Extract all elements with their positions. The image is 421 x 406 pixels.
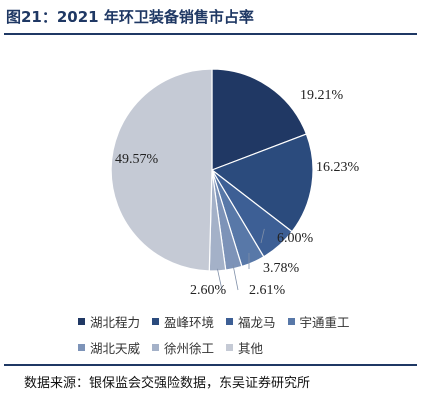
legend-item-4: 宇通重工 xyxy=(287,312,350,331)
legend-label: 盈峰环境 xyxy=(164,314,215,330)
legend-swatch xyxy=(78,343,85,351)
data-label-3: 6.00% xyxy=(277,231,314,246)
source-note: 数据来源：银保监会交强险数据，东吴证券研究所 xyxy=(24,376,311,391)
legend-swatch xyxy=(226,343,234,351)
top-rule xyxy=(4,33,417,35)
data-label-5: 2.61% xyxy=(249,283,286,298)
legend-item-2: 盈峰环境 xyxy=(152,312,214,331)
legend-swatch xyxy=(287,317,295,325)
pie-slice-2 xyxy=(210,133,314,233)
legend-item-3: 福龙马 xyxy=(226,312,276,331)
legend: 湖北程力 盈峰环境 福龙马 宇通重工 湖北天威 徐州徐工 其他 xyxy=(78,310,408,362)
bottom-rule xyxy=(4,364,417,366)
legend-item-1: 湖北程力 xyxy=(78,312,140,331)
legend-row: 湖北天威 徐州徐工 其他 xyxy=(78,336,408,358)
legend-label: 宇通重工 xyxy=(299,314,350,330)
legend-item-5: 湖北天威 xyxy=(78,338,140,357)
legend-swatch xyxy=(152,343,160,351)
legend-label: 湖北天威 xyxy=(90,340,141,356)
legend-label: 其他 xyxy=(238,340,264,356)
leader-line-3 xyxy=(260,228,265,244)
legend-label: 福龙马 xyxy=(238,314,276,330)
pie-chart: 19.21% 16.23% 6.00% 3.78% 2.61% 2.60% 49.57% xyxy=(110,68,360,298)
data-label-7: 49.57% xyxy=(115,152,159,167)
pie-slice-7 xyxy=(110,68,213,272)
legend-swatch xyxy=(152,317,160,325)
legend-row: 湖北程力 盈峰环境 福龙马 宇通重工 xyxy=(78,310,408,332)
legend-label: 徐州徐工 xyxy=(164,340,215,356)
legend-item-7: 其他 xyxy=(226,338,263,357)
legend-swatch xyxy=(78,317,85,325)
legend-item-6: 徐州徐工 xyxy=(152,338,214,357)
data-label-2: 16.23% xyxy=(316,160,360,175)
data-label-6: 2.60% xyxy=(190,283,227,298)
pie-slice-1 xyxy=(211,68,308,171)
leader-line-5 xyxy=(232,264,239,291)
data-label-1: 19.21% xyxy=(300,88,344,103)
data-label-4: 3.78% xyxy=(263,261,300,276)
legend-label: 湖北程力 xyxy=(90,314,141,330)
leader-line-6 xyxy=(217,268,223,291)
legend-swatch xyxy=(226,317,234,325)
chart-title: 图21：2021 年环卫装备销售市占率 xyxy=(6,8,254,26)
